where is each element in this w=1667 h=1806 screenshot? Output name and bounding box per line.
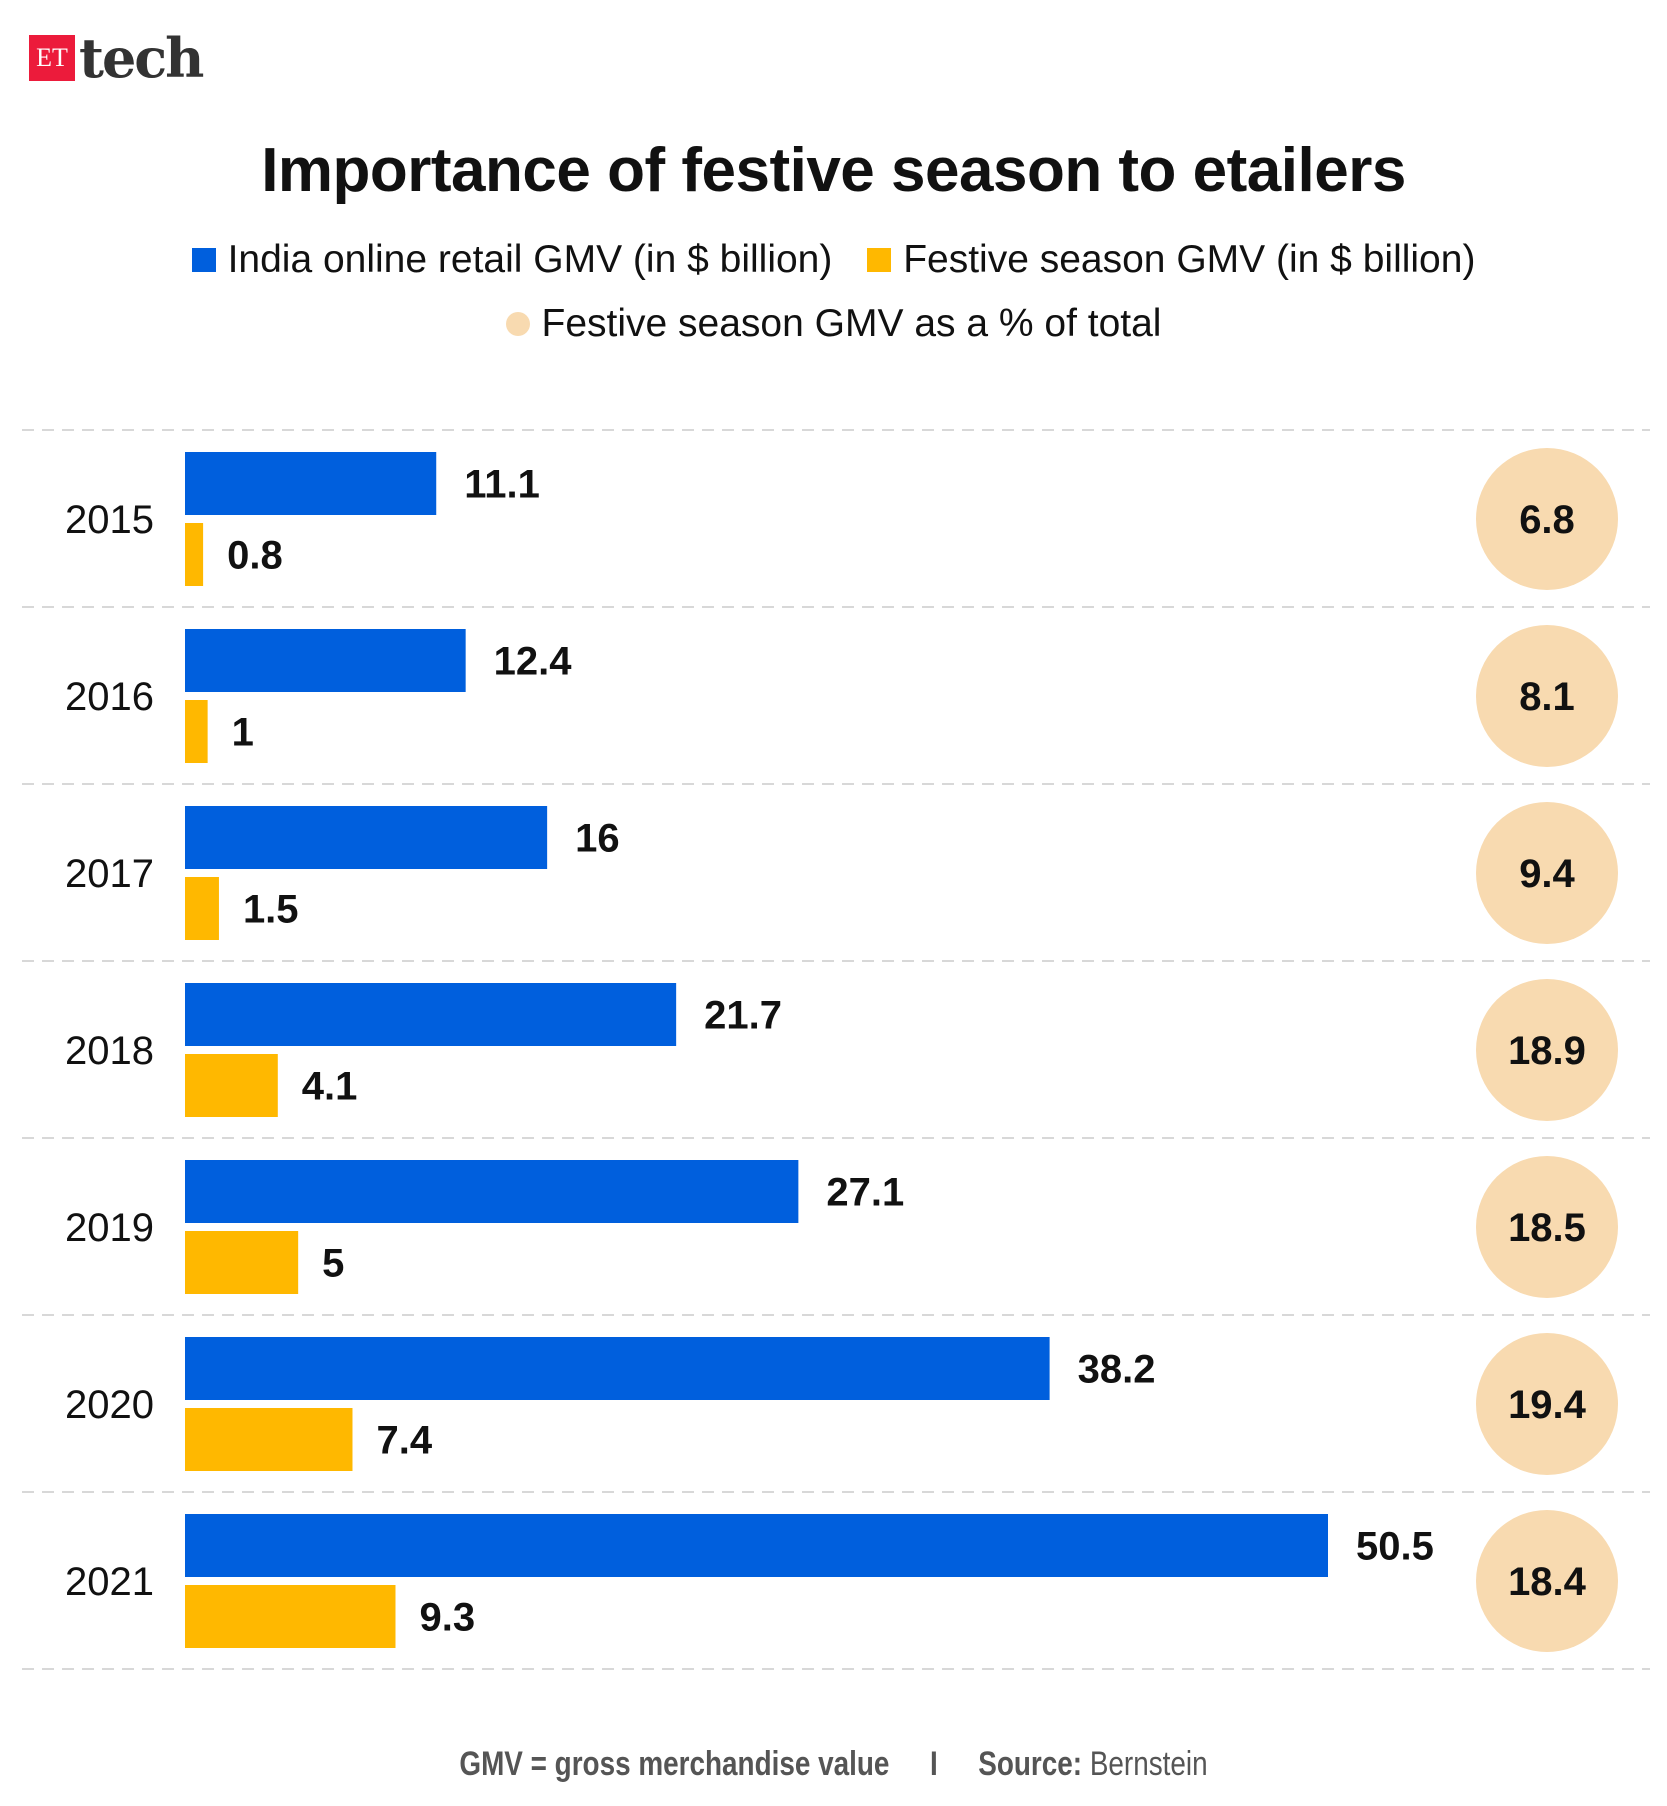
festive-gmv-bar: [185, 1054, 278, 1117]
year-label: 2015: [65, 498, 154, 542]
year-label: 2020: [65, 1383, 154, 1427]
festive-pct-value: 19.4: [1508, 1383, 1587, 1427]
chart-title: Importance of festive season to etailers: [261, 136, 1406, 205]
festive-gmv-value: 1: [232, 711, 254, 755]
year-label: 2017: [65, 852, 154, 896]
online-gmv-bar: [185, 452, 437, 515]
festive-gmv-value: 4.1: [302, 1065, 358, 1109]
festive-pct-value: 18.5: [1508, 1206, 1586, 1250]
festive-pct-value: 9.4: [1519, 852, 1575, 896]
year-label: 2016: [65, 675, 154, 719]
online-gmv-value: 12.4: [494, 640, 573, 684]
et-tech-logo: ET tech: [29, 26, 204, 90]
online-gmv-bar: [185, 983, 677, 1046]
online-gmv-bar: [185, 1160, 799, 1223]
festive-pct-circle: [1476, 1333, 1618, 1475]
year-label: 2018: [65, 1029, 154, 1073]
source-name: Bernstein: [1089, 1745, 1208, 1783]
festive-pct-circle: [1476, 625, 1618, 767]
footer-note: GMV = gross merchandise value: [459, 1745, 890, 1783]
festive-gmv-bar: [185, 877, 219, 940]
festive-gmv-bar: [185, 1408, 353, 1471]
legend-label: India online retail GMV (in $ billion): [227, 238, 833, 281]
festive-gmv-bar: [185, 1585, 396, 1648]
online-gmv-value: 16: [575, 817, 620, 861]
online-gmv-bar: [185, 806, 548, 869]
online-gmv-value: 21.7: [704, 994, 782, 1038]
online-gmv-bar: [185, 1514, 1328, 1577]
online-gmv-bar: [185, 1337, 1050, 1400]
legend-label: Festive season GMV (in $ billion): [903, 238, 1476, 281]
logo-text: tech: [79, 26, 204, 90]
online-gmv-value: 50.5: [1356, 1525, 1434, 1569]
festive-pct-value: 6.8: [1519, 498, 1575, 542]
festive-gmv-value: 5: [322, 1242, 344, 1286]
festive-pct-value: 8.1: [1519, 675, 1575, 719]
legend-item-festive-pct: Festive season GMV as a % of total: [505, 302, 1162, 346]
festive-pct-circle: [1476, 448, 1618, 590]
legend-item-online-gmv: India online retail GMV (in $ billion): [191, 238, 833, 282]
footer: GMV = gross merchandise value I Source: …: [150, 1745, 1517, 1784]
year-label: 2019: [65, 1206, 154, 1250]
legend-swatch-circle: [505, 312, 530, 336]
festive-pct-circle: [1476, 1156, 1618, 1298]
footer-separator: I: [929, 1745, 938, 1783]
festive-gmv-bar: [185, 700, 208, 763]
source-label: Source:: [978, 1745, 1083, 1783]
festive-gmv-value: 7.4: [376, 1419, 432, 1463]
legend-label: Festive season GMV as a % of total: [541, 302, 1162, 345]
legend-item-festive-gmv: Festive season GMV (in $ billion): [867, 238, 1475, 282]
festive-gmv-value: 1.5: [243, 888, 299, 932]
festive-pct-value: 18.9: [1508, 1029, 1586, 1073]
legend: India online retail GMV (in $ billion) F…: [0, 238, 1667, 282]
year-label: 2021: [65, 1560, 154, 1604]
online-gmv-bar: [185, 629, 466, 692]
legend-swatch-yellow: [867, 248, 892, 272]
festive-gmv-value: 9.3: [419, 1596, 475, 1640]
festive-gmv-bar: [185, 523, 204, 586]
festive-pct-circle: [1476, 979, 1618, 1121]
online-gmv-value: 11.1: [464, 463, 540, 507]
festive-gmv-bar: [185, 1231, 299, 1294]
festive-pct-value: 18.4: [1508, 1560, 1587, 1604]
online-gmv-value: 27.1: [826, 1171, 904, 1215]
logo-mark: ET: [29, 35, 75, 81]
legend-swatch-blue: [191, 248, 216, 272]
legend-row-2: Festive season GMV as a % of total: [0, 302, 1667, 346]
online-gmv-value: 38.2: [1078, 1348, 1156, 1392]
festive-gmv-value: 0.8: [227, 534, 283, 578]
festive-pct-circle: [1476, 802, 1618, 944]
festive-pct-circle: [1476, 1510, 1618, 1652]
